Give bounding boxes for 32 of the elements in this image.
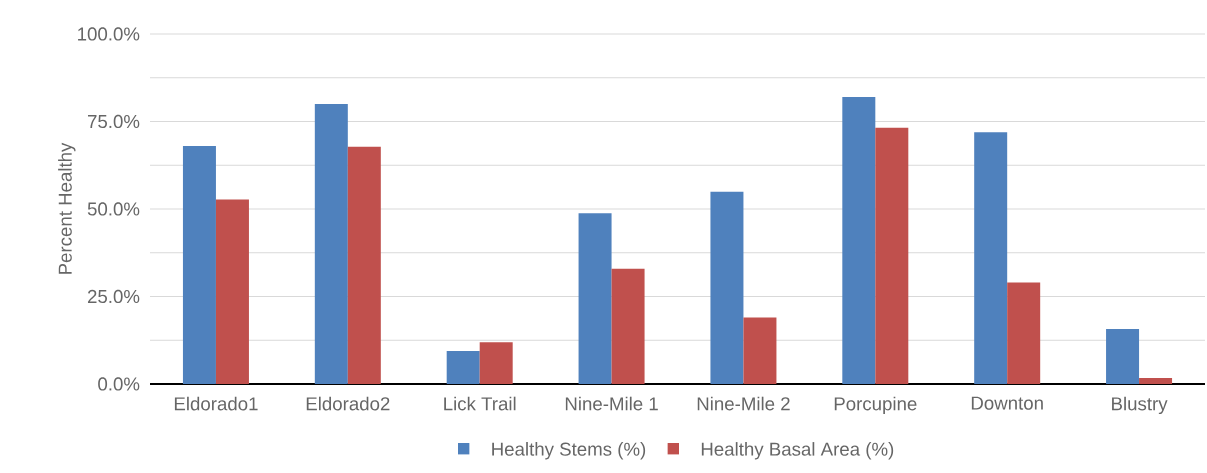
bar <box>347 146 381 384</box>
bar <box>875 127 909 384</box>
x-tick-label: Eldorado2 <box>306 396 390 411</box>
bar <box>842 96 876 384</box>
legend-label: Healthy Stems (%) <box>492 442 646 460</box>
bar <box>743 317 777 384</box>
x-tick-label: Downton <box>971 396 1043 410</box>
bar <box>446 351 480 384</box>
bar <box>578 213 612 384</box>
bar <box>479 342 513 384</box>
x-tick-label: Lick Trail <box>444 396 516 411</box>
y-tick-label: 100.0% <box>78 27 140 41</box>
x-tick-label: Eldorado1 <box>174 396 258 411</box>
y-axis-title: Percent Healthy <box>58 142 76 274</box>
bar <box>1106 329 1140 384</box>
bar <box>710 191 744 384</box>
x-tick-label: Blustry <box>1112 396 1168 415</box>
y-tick-label: 50.0% <box>87 202 140 216</box>
bar <box>1007 282 1041 384</box>
bar <box>215 199 249 384</box>
y-tick-label: 0.0% <box>98 377 140 391</box>
x-tick-label: Nine-Mile 2 <box>697 396 790 411</box>
bar <box>611 268 645 384</box>
bar <box>1139 378 1173 384</box>
bar <box>974 132 1008 384</box>
y-tick-label: 75.0% <box>88 114 140 129</box>
y-tick-label: 25.0% <box>87 289 140 304</box>
x-tick-label: Porcupine <box>834 396 917 415</box>
legend-label: Healthy Basal Area (%) <box>701 442 894 460</box>
x-tick-label: Nine-Mile 1 <box>565 396 658 411</box>
bar <box>314 103 348 384</box>
bar <box>182 145 216 384</box>
